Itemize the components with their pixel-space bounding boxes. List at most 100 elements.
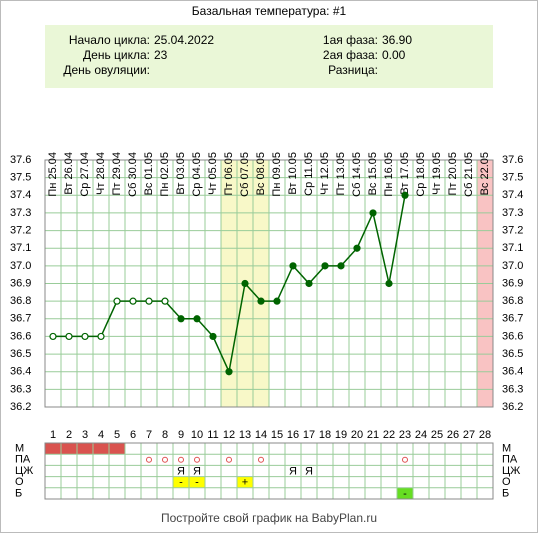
x-tick-label: 9	[178, 429, 184, 441]
x-tick-label: 18	[319, 429, 331, 441]
x-tick-label: 1	[50, 429, 56, 441]
date-label: Ср 18.05	[415, 152, 427, 197]
temperature-point	[273, 297, 281, 305]
y-tick-label-right: 36.4	[502, 366, 523, 378]
y-tick-label-right: 37.5	[502, 172, 523, 184]
y-tick-label: 37.5	[10, 172, 31, 184]
y-tick-label: 36.4	[10, 366, 31, 378]
x-tick-label: 19	[335, 429, 347, 441]
temperature-point	[385, 279, 393, 288]
date-label: Чт 28.04	[95, 152, 107, 195]
date-label: Пн 02.05	[159, 152, 171, 197]
temperature-point	[49, 332, 57, 341]
temperature-point	[209, 332, 217, 341]
date-label: Чт 12.05	[319, 152, 331, 195]
temperature-point	[129, 297, 137, 305]
date-label: Ср 11.05	[303, 152, 315, 196]
y-tick-label-right: 36.3	[502, 383, 523, 395]
temperature-point	[257, 297, 265, 305]
row-text: -	[403, 488, 407, 500]
temperature-point	[369, 209, 377, 217]
x-tick-label: 4	[98, 429, 104, 441]
x-tick-label: 6	[130, 429, 136, 441]
row-circle	[402, 456, 408, 463]
x-tick-label: 21	[367, 429, 379, 441]
temperature-point	[337, 262, 345, 270]
date-label: Вт 26.04	[63, 152, 75, 195]
y-tick-label-right: 36.9	[502, 277, 523, 289]
date-label: Пн 25.04	[47, 152, 59, 197]
x-tick-label: 10	[191, 429, 203, 441]
y-tick-label-right: 36.6	[502, 330, 523, 342]
x-tick-label: 16	[287, 429, 299, 441]
row-cell	[77, 443, 93, 455]
date-label: Пт 13.05	[335, 152, 347, 196]
row-label-right: Б	[502, 487, 509, 499]
x-tick-label: 15	[271, 429, 283, 441]
row-circle	[162, 456, 168, 463]
row-circle	[178, 456, 184, 463]
date-label: Сб 30.04	[127, 152, 139, 197]
date-label: Чт 19.05	[431, 152, 443, 195]
y-tick-label: 37.2	[10, 224, 31, 236]
x-tick-label: 14	[255, 429, 267, 441]
info-label: Разница:	[328, 63, 378, 77]
temperature-point	[241, 279, 249, 288]
y-tick-label: 37.0	[10, 260, 31, 272]
date-label: Вс 08.05	[255, 152, 267, 195]
x-tick-label: 22	[383, 429, 395, 441]
date-label: Пт 06.05	[223, 152, 235, 196]
row-text: +	[242, 477, 248, 489]
row-text: Я	[305, 465, 313, 477]
date-label: Сб 21.05	[463, 152, 475, 197]
date-label: Пн 09.05	[271, 152, 283, 197]
y-tick-label-right: 36.5	[502, 348, 523, 360]
x-tick-label: 23	[399, 429, 411, 441]
y-tick-label: 37.6	[10, 154, 31, 166]
temperature-point	[161, 297, 169, 305]
date-label: Чт 05.05	[207, 152, 219, 195]
row-text: Я	[289, 465, 297, 477]
y-tick-label: 37.3	[10, 207, 31, 219]
row-text: Я	[177, 465, 185, 477]
date-label: Ср 27.04	[79, 152, 91, 197]
x-tick-label: 12	[223, 429, 235, 441]
temperature-point	[321, 262, 329, 270]
y-tick-label: 36.9	[10, 277, 31, 289]
x-tick-label: 24	[415, 429, 427, 441]
y-tick-label-right: 37.0	[502, 260, 523, 272]
temperature-point	[113, 297, 121, 305]
x-tick-label: 26	[447, 429, 459, 441]
y-tick-label-right: 37.2	[502, 224, 523, 236]
date-label: Вт 10.05	[287, 152, 299, 195]
info-value: 36.90	[382, 33, 412, 47]
x-tick-label: 28	[479, 429, 491, 441]
y-tick-label-right: 37.1	[502, 242, 523, 254]
temperature-point	[289, 262, 297, 270]
info-value: 25.04.2022	[154, 33, 214, 47]
y-tick-label: 37.4	[10, 189, 31, 201]
date-label: Пн 16.05	[383, 152, 395, 197]
y-tick-label: 36.2	[10, 401, 31, 413]
temperature-point	[97, 332, 105, 341]
info-label: 2ая фаза:	[323, 48, 378, 62]
x-tick-label: 20	[351, 429, 363, 441]
date-label: Вс 01.05	[143, 152, 155, 195]
x-tick-label: 25	[431, 429, 443, 441]
row-text: Я	[193, 465, 201, 477]
date-label: Вт 03.05	[175, 152, 187, 195]
row-label-right: ЦЖ	[502, 465, 520, 477]
y-tick-label-right: 37.4	[502, 189, 523, 201]
x-tick-label: 3	[82, 429, 88, 441]
info-label: 1ая фаза:	[323, 33, 378, 47]
row-circle	[226, 456, 232, 463]
row-cell	[173, 476, 189, 488]
footer: Постройте свой график на BabyPlan.ru	[161, 511, 377, 525]
info-label: День цикла:	[83, 48, 150, 62]
date-label: Пт 20.05	[447, 152, 459, 196]
x-tick-label: 5	[114, 429, 120, 441]
date-label: Вс 15.05	[367, 152, 379, 195]
date-label: Ср 04.05	[191, 152, 203, 197]
x-tick-label: 13	[239, 429, 251, 441]
date-label: Вт 17.05	[399, 152, 411, 195]
